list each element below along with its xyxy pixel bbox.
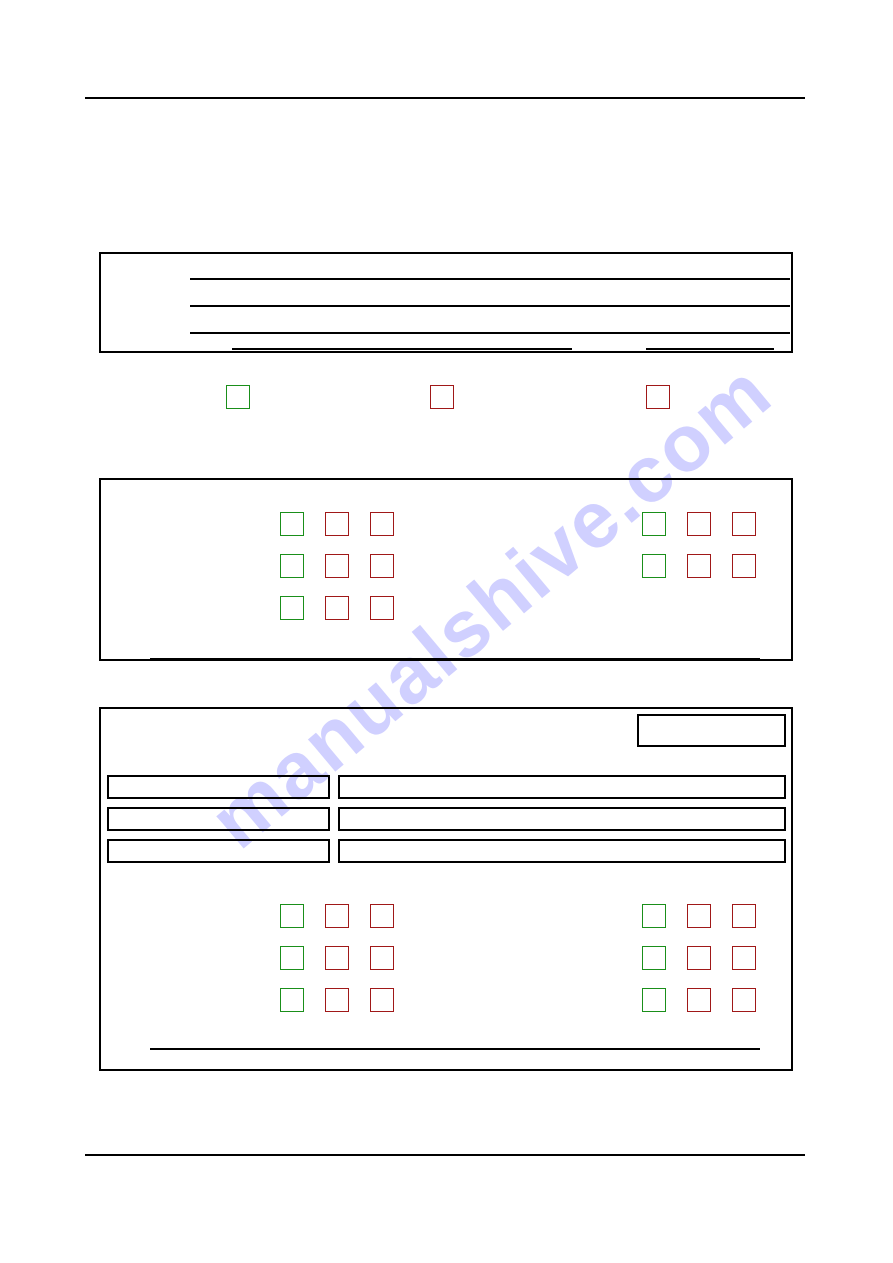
section3-right-r1c2[interactable] [687, 904, 711, 928]
section3-right-r3c3[interactable] [732, 988, 756, 1012]
section2-left-r2c2[interactable] [325, 554, 349, 578]
section3-right-r2c1[interactable] [642, 946, 666, 970]
section1-line-4b [646, 348, 774, 350]
section3-row1-value [338, 775, 786, 799]
section2-left-r1c3[interactable] [370, 512, 394, 536]
section3-small-box [637, 714, 786, 747]
section2-right-r2c2[interactable] [687, 554, 711, 578]
page: manualshive.com [0, 0, 893, 1263]
section1-line-2 [190, 305, 790, 307]
section3-left-r2c1[interactable] [280, 946, 304, 970]
rule-top [85, 97, 805, 99]
section2-right-r1c2[interactable] [687, 512, 711, 536]
section2-left-r2c1[interactable] [280, 554, 304, 578]
section1-line-1 [190, 278, 790, 280]
section3-right-r2c3[interactable] [732, 946, 756, 970]
section2-right-r2c3[interactable] [732, 554, 756, 578]
section3-right-r3c1[interactable] [642, 988, 666, 1012]
section3-left-r1c3[interactable] [370, 904, 394, 928]
section2-left-r3c3[interactable] [370, 596, 394, 620]
section3-underline [150, 1048, 760, 1050]
section3-right-r1c3[interactable] [732, 904, 756, 928]
section3-row1-label [107, 775, 330, 799]
section1-checkbox-2[interactable] [430, 385, 454, 409]
rule-bottom [85, 1154, 805, 1156]
section1-checkbox-3[interactable] [646, 385, 670, 409]
section3-left-r2c3[interactable] [370, 946, 394, 970]
section3-left-r1c2[interactable] [325, 904, 349, 928]
section1-line-4a [232, 348, 572, 350]
section1-checkbox-1[interactable] [226, 385, 250, 409]
section2-left-r2c3[interactable] [370, 554, 394, 578]
section3-row3-label [107, 839, 330, 863]
section3-row3-value [338, 839, 786, 863]
section1-line-3 [190, 332, 790, 334]
section3-frame [99, 707, 793, 1071]
section3-left-r3c1[interactable] [280, 988, 304, 1012]
section3-left-r1c1[interactable] [280, 904, 304, 928]
section3-row2-label [107, 807, 330, 831]
section3-row2-value [338, 807, 786, 831]
section2-right-r2c1[interactable] [642, 554, 666, 578]
section2-right-r1c3[interactable] [732, 512, 756, 536]
section3-left-r3c3[interactable] [370, 988, 394, 1012]
section2-left-r1c1[interactable] [280, 512, 304, 536]
section3-right-r2c2[interactable] [687, 946, 711, 970]
section3-left-r2c2[interactable] [325, 946, 349, 970]
section3-right-r1c1[interactable] [642, 904, 666, 928]
section3-right-r3c2[interactable] [687, 988, 711, 1012]
section2-left-r3c2[interactable] [325, 596, 349, 620]
section2-underline [150, 658, 760, 660]
section1-frame [99, 252, 793, 353]
section2-right-r1c1[interactable] [642, 512, 666, 536]
section2-left-r3c1[interactable] [280, 596, 304, 620]
section2-left-r1c2[interactable] [325, 512, 349, 536]
section3-left-r3c2[interactable] [325, 988, 349, 1012]
